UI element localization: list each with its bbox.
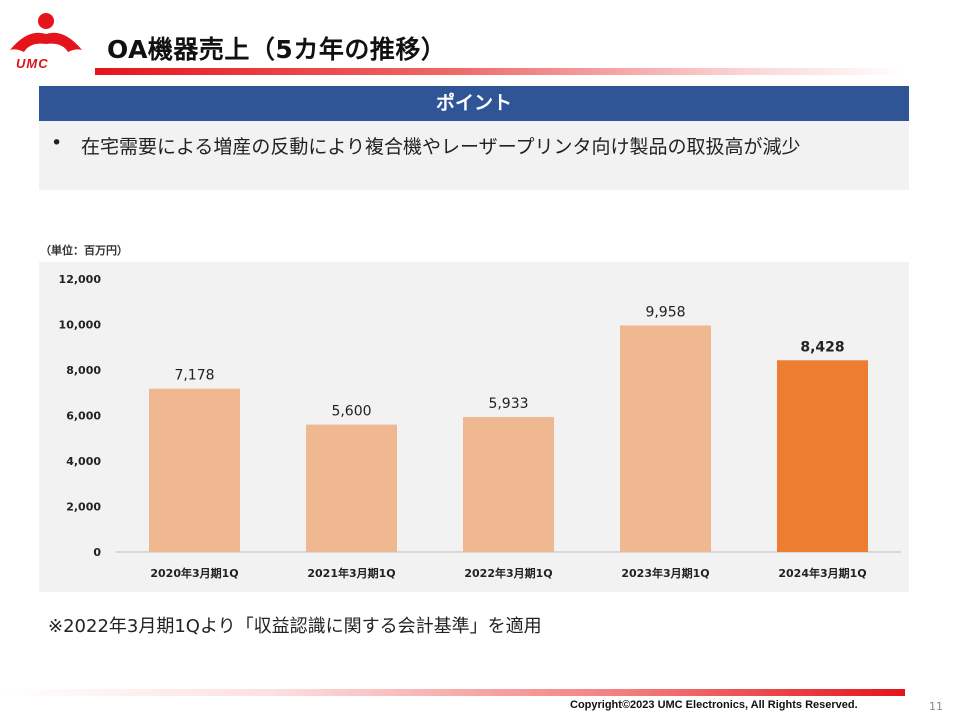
bar bbox=[777, 360, 868, 552]
x-tick-label: 2023年3月期1Q bbox=[621, 566, 709, 580]
footer-rule bbox=[0, 689, 905, 696]
y-tick-label: 0 bbox=[93, 546, 101, 559]
bar-value-label: 9,958 bbox=[645, 304, 685, 320]
bullet-icon: • bbox=[51, 132, 63, 154]
accounting-note: ※2022年3月期1Qより「収益認識に関する会計基準」を適用 bbox=[48, 616, 542, 637]
page-title: OA機器売上（5カ年の推移） bbox=[107, 35, 447, 64]
bar-value-label: 7,178 bbox=[174, 368, 214, 384]
y-tick-label: 2,000 bbox=[66, 501, 101, 514]
bar bbox=[306, 424, 397, 552]
bar-chart: 0 2,000 4,000 6,000 8,000 10,000 12,000 7,178 20… bbox=[59, 273, 901, 580]
bar-value-label: 8,428 bbox=[800, 339, 844, 355]
x-tick-label: 2022年3月期1Q bbox=[464, 566, 552, 580]
y-tick-label: 12,000 bbox=[59, 273, 102, 286]
unit-label: （単位：百万円） bbox=[40, 244, 128, 257]
point-body: • 在宅需要による増産の反動により複合機やレーザープリンタ向け製品の取扱高が減少 bbox=[39, 121, 909, 190]
bar bbox=[620, 325, 711, 552]
y-tick-label: 8,000 bbox=[66, 364, 101, 377]
logo-text: UMC bbox=[16, 56, 49, 71]
chart-area: 0 2,000 4,000 6,000 8,000 10,000 12,000 7,178 20… bbox=[39, 262, 909, 592]
title-underline bbox=[95, 68, 907, 75]
page-number: 11 bbox=[929, 700, 943, 713]
x-tick-label: 2020年3月期1Q bbox=[150, 566, 238, 580]
x-tick-label: 2021年3月期1Q bbox=[307, 566, 395, 580]
bar-value-label: 5,600 bbox=[331, 404, 371, 420]
copyright: Copyright©2023 UMC Electronics, All Righ… bbox=[570, 699, 858, 711]
umc-logo bbox=[10, 13, 82, 52]
x-tick-label: 2024年3月期1Q bbox=[778, 566, 866, 580]
bar bbox=[149, 388, 240, 552]
point-header: ポイント bbox=[39, 86, 909, 121]
bar bbox=[463, 417, 554, 552]
y-tick-label: 10,000 bbox=[59, 319, 102, 332]
y-tick-label: 6,000 bbox=[66, 410, 101, 423]
point-text: 在宅需要による増産の反動により複合機やレーザープリンタ向け製品の取扱高が減少 bbox=[81, 136, 801, 158]
y-tick-label: 4,000 bbox=[66, 455, 101, 468]
bar-value-label: 5,933 bbox=[488, 396, 528, 412]
